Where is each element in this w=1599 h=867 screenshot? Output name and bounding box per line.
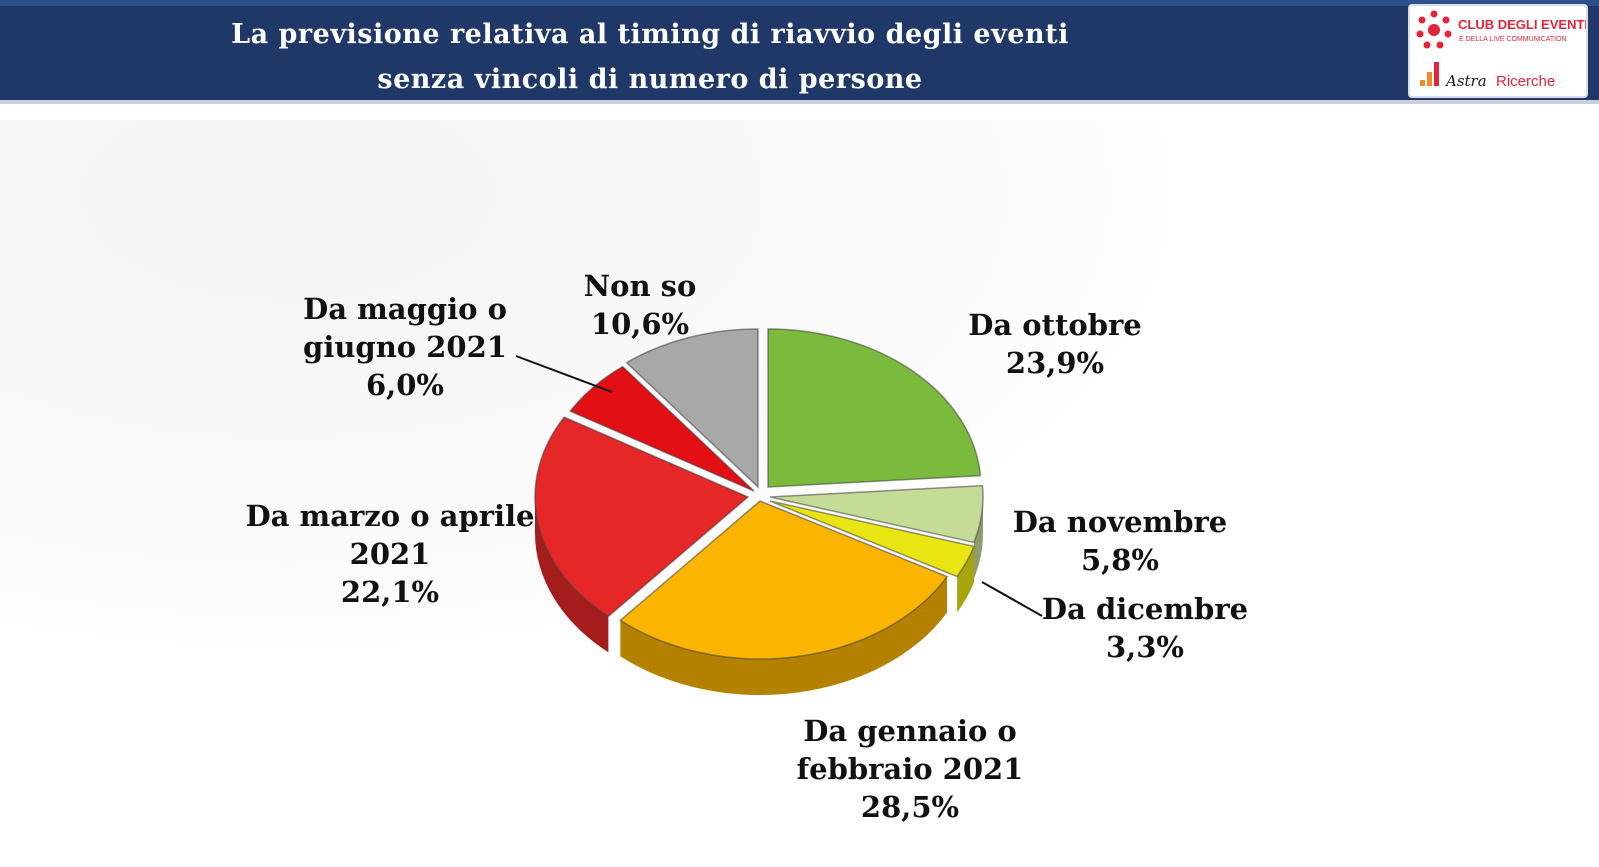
pie-slice-side-novembre: [974, 497, 983, 579]
label-dicembre: Da dicembre 3,3%: [1030, 590, 1260, 666]
label-marzo-aprile: Da marzo o aprile 2021 22,1%: [230, 497, 550, 611]
label-ottobre-value: 23,9%: [1005, 346, 1105, 380]
label-gennaio-febbraio: Da gennaio o febbraio 2021 28,5%: [780, 712, 1040, 826]
label-novembre-name: Da novembre: [1012, 505, 1228, 539]
label-ottobre-name: Da ottobre: [968, 308, 1142, 342]
label-novembre: Da novembre 5,8%: [1000, 503, 1240, 579]
pie-slice-gennaio-febbraio: [619, 500, 949, 660]
label-non-so: Non so 10,6%: [560, 267, 720, 343]
pie-slice-novembre: [769, 484, 984, 544]
logo-bars-icon: [1420, 62, 1439, 86]
label-marzo-line2: 2021: [349, 537, 431, 571]
label-maggio-line1: Da maggio o: [303, 292, 507, 326]
leader-line-dicembre: [981, 581, 1043, 617]
label-gennaio-line2: febbraio 2021: [796, 752, 1024, 786]
label-marzo-value: 22,1%: [340, 575, 440, 609]
label-dicembre-name: Da dicembre: [1041, 592, 1249, 626]
label-dicembre-value: 3,3%: [1105, 630, 1184, 664]
brand-logo: CLUB DEGLI EVENTI E DELLA LIVE COMMUNICA…: [1408, 4, 1588, 98]
pie-slice-marzo-aprile: [534, 416, 750, 618]
pie-slice-side-dicembre: [957, 546, 975, 613]
page-title: La previsione relativa al timing di riav…: [120, 12, 1180, 102]
title-line-2: senza vincoli di numero di persone: [377, 64, 923, 95]
logo-astra-text: Astra: [1444, 72, 1487, 90]
logo-graphic: CLUB DEGLI EVENTI E DELLA LIVE COMMUNICA…: [1416, 10, 1588, 90]
logo-club-subtext: E DELLA LIVE COMMUNICATION: [1459, 36, 1567, 43]
label-ottobre: Da ottobre 23,9%: [905, 306, 1205, 382]
pie-slice-non-so: [625, 328, 759, 489]
chart-panel: [0, 120, 1599, 867]
label-non-so-name: Non so: [583, 269, 697, 303]
leader-line-maggio: [515, 355, 613, 393]
label-maggio-giugno: Da maggio o giugno 2021 6,0%: [300, 290, 510, 404]
label-maggio-value: 6,0%: [365, 368, 444, 402]
pie-slice-maggio-giugno: [569, 365, 755, 492]
pie-slice-side-gennaio-febbraio: [620, 576, 948, 695]
header-bar: La previsione relativa al timing di riav…: [0, 0, 1599, 104]
label-marzo-line1: Da marzo o aprile: [245, 499, 535, 533]
label-gennaio-line1: Da gennaio o: [803, 714, 1017, 748]
pie-slice-dicembre: [769, 500, 976, 578]
label-novembre-value: 5,8%: [1080, 543, 1159, 577]
logo-club-text: CLUB DEGLI EVENTI: [1458, 17, 1586, 32]
title-line-1: La previsione relativa al timing di riav…: [231, 19, 1069, 50]
pie-slice-side-marzo-aprile: [535, 497, 609, 653]
label-non-so-value: 10,6%: [590, 307, 690, 341]
pie-slice-ottobre: [767, 328, 982, 488]
label-gennaio-value: 28,5%: [860, 790, 960, 824]
label-maggio-line2: giugno 2021: [303, 330, 507, 364]
logo-people-icon: [1416, 10, 1452, 49]
logo-ricerche-text: Ricerche: [1496, 73, 1555, 90]
